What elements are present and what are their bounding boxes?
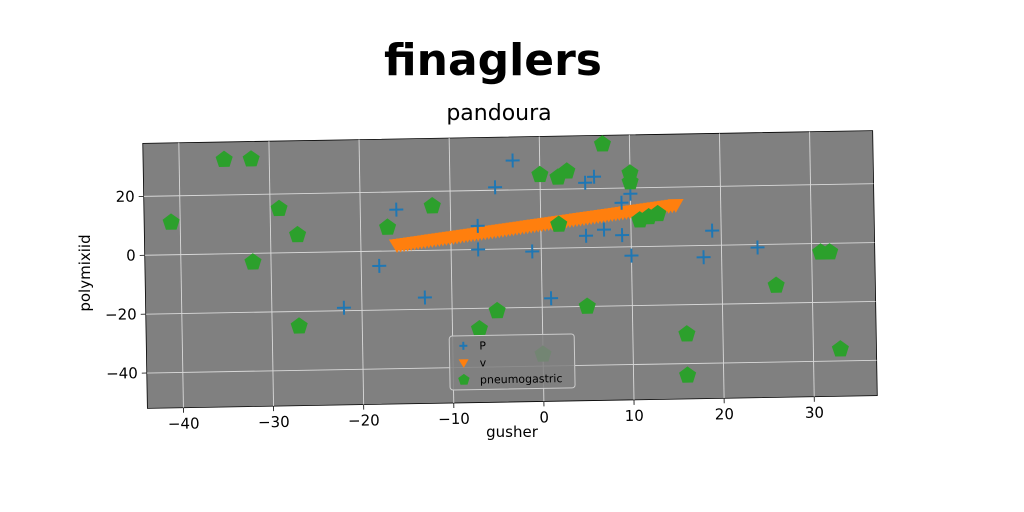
p-point <box>750 240 765 255</box>
x-gridline <box>358 139 365 405</box>
y-gridline <box>143 183 874 197</box>
x-gridline <box>809 131 815 397</box>
pneumogastric-point <box>215 150 233 167</box>
x-tick-label: −20 <box>348 411 380 430</box>
p-point <box>525 244 540 259</box>
p-point <box>579 228 594 243</box>
pneumogastric-point <box>679 366 697 383</box>
pneumogastric-point <box>649 204 667 222</box>
y-axis-label: polymixiid <box>76 234 94 311</box>
x-axis-label: gusher <box>486 423 539 441</box>
pneumogastric-point <box>244 253 262 270</box>
p-point <box>614 195 629 210</box>
legend-box <box>448 333 576 391</box>
pneumogastric-point <box>550 215 568 232</box>
p-point <box>615 228 630 243</box>
x-tick-label: 30 <box>805 404 824 422</box>
y-gridline <box>145 300 876 315</box>
legend-label: P <box>479 339 486 352</box>
p-point <box>505 153 520 168</box>
legend-label: pneumogastric <box>480 372 563 386</box>
p-point <box>624 248 639 263</box>
y-tick-label: −20 <box>105 305 137 324</box>
pneumogastric-point <box>621 172 639 190</box>
y-tick-label: 20 <box>115 188 134 206</box>
x-tick-label: −40 <box>168 414 200 433</box>
p-point <box>471 242 486 257</box>
x-tick-label: −30 <box>258 413 290 432</box>
chart-subtitle: pandoura <box>446 101 551 126</box>
x-gridline <box>719 133 725 399</box>
x-tick-label: −10 <box>438 410 470 429</box>
v-point <box>667 199 684 213</box>
p-point <box>696 250 711 265</box>
y-tick-label: −40 <box>106 364 138 383</box>
y-gridline <box>144 242 875 256</box>
p-point <box>544 291 559 306</box>
x-tick-label: 10 <box>625 407 644 425</box>
pneumogastric-point <box>578 297 596 314</box>
pneumogastric-point <box>162 213 180 230</box>
chart-title: finaglers <box>384 35 602 86</box>
legend: Pv pneumogastric <box>448 333 576 391</box>
legend-marker-pneumogastric <box>458 373 470 385</box>
y-tick-label: 0 <box>126 246 136 264</box>
pneumogastric-point <box>831 340 849 357</box>
legend-marker-p <box>459 341 468 350</box>
p-point <box>389 202 404 217</box>
p-point <box>336 300 351 315</box>
gridlines <box>143 131 877 408</box>
pneumogastric-point <box>270 199 288 217</box>
pneumogastric-point <box>423 197 441 214</box>
pneumogastric-point <box>488 301 506 319</box>
pneumogastric-point <box>242 150 260 167</box>
p-point <box>596 222 611 237</box>
pneumogastric-point <box>767 276 785 293</box>
legend-marker-v <box>458 359 469 368</box>
pneumogastric-point <box>631 211 649 228</box>
pneumogastric-point <box>593 135 612 152</box>
pneumogastric-point <box>821 243 839 260</box>
p-point <box>578 175 593 190</box>
p-point <box>587 169 602 184</box>
pneumogastric-point <box>470 319 489 337</box>
legend-label: v <box>480 356 487 369</box>
pneumogastric-point <box>379 218 397 235</box>
p-point <box>705 223 720 238</box>
pneumogastric-point <box>678 325 696 342</box>
pneumogastric-point <box>531 165 549 183</box>
pneumogastric-point <box>289 225 307 243</box>
x-gridline <box>178 142 184 408</box>
x-tick-label: 0 <box>539 408 549 426</box>
x-tick-label: 20 <box>715 405 734 423</box>
p-point <box>488 180 503 195</box>
p-point <box>470 218 485 233</box>
pneumogastric-point <box>290 317 308 334</box>
axis-ticks: −40 −30 −20 −10 0 10 20 30 −40 −20 0 20 <box>105 188 824 433</box>
series-p <box>336 153 765 315</box>
p-point <box>372 258 387 273</box>
x-gridline <box>268 141 274 407</box>
series-pneumogastric <box>162 135 849 383</box>
plot-area <box>142 130 878 409</box>
p-point <box>417 290 432 305</box>
pneumogastric-point <box>549 168 567 185</box>
